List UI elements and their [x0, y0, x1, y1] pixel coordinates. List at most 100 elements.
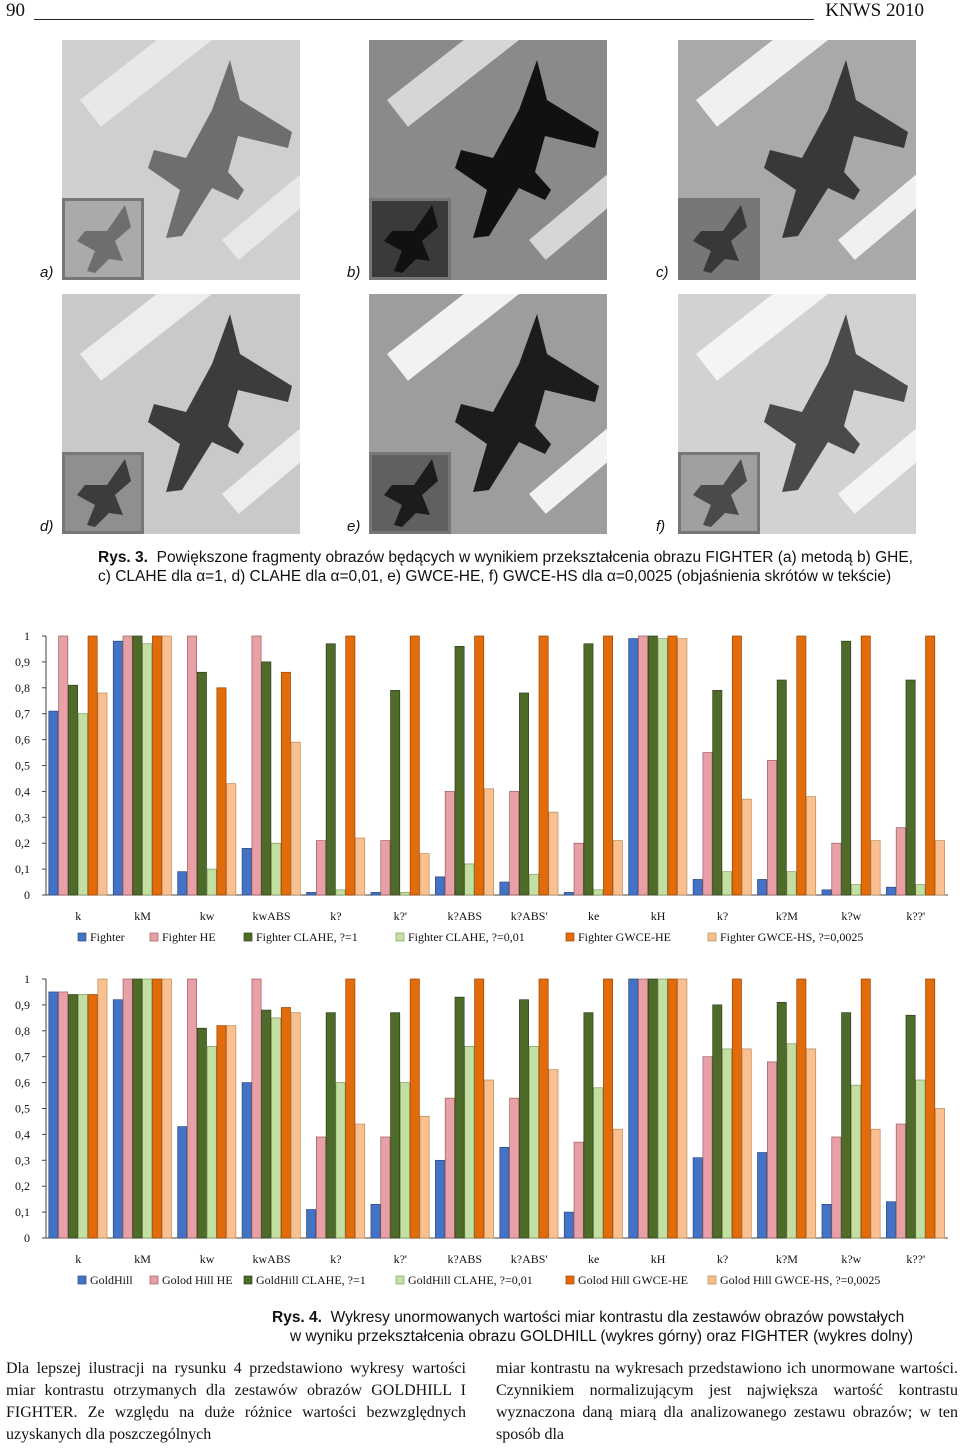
bar	[390, 690, 401, 896]
bar	[796, 978, 807, 1239]
bar	[187, 978, 198, 1239]
bar	[712, 690, 723, 896]
fighter-jet-icon	[148, 314, 292, 492]
legend-label: Golod Hill GWCE-HE	[578, 1273, 688, 1287]
legend-swatch	[77, 932, 87, 942]
bar	[860, 635, 871, 896]
figure-3-caption-line-1: Powiększone fragmenty obrazów będących w…	[156, 549, 913, 566]
bar	[935, 840, 945, 896]
x-tick-label: k?	[330, 1252, 341, 1266]
photo-zoom-inset	[678, 198, 760, 280]
inset-jet-icon	[77, 459, 131, 527]
x-tick-label: ke	[588, 909, 599, 923]
bar	[831, 842, 842, 896]
photo-panel	[678, 294, 916, 534]
bar	[77, 713, 88, 896]
photo-panel	[62, 294, 300, 534]
figure-3-caption-label: Rys. 3.	[98, 549, 148, 566]
bar	[519, 692, 529, 896]
bar	[612, 1128, 623, 1239]
legend-label: GoldHill	[90, 1273, 133, 1287]
bar	[593, 889, 604, 896]
bar	[435, 1159, 445, 1239]
bar	[370, 892, 381, 896]
bar	[821, 1203, 832, 1239]
bar	[870, 840, 881, 896]
bar	[474, 635, 485, 896]
bar	[355, 1123, 366, 1239]
bar	[796, 635, 807, 896]
photo-zoom-inset	[62, 452, 144, 534]
figure-4-caption: Rys. 4. Wykresy unormowanych wartości mi…	[272, 1308, 952, 1346]
bar	[519, 999, 529, 1239]
bar	[122, 978, 133, 1239]
y-tick-label: 0,6	[15, 733, 30, 747]
bar	[325, 643, 336, 896]
bar	[335, 889, 346, 896]
x-tick-label: kH	[651, 1252, 666, 1266]
bar	[261, 1009, 272, 1239]
photo-label: e)	[347, 518, 361, 535]
bar	[831, 1136, 842, 1239]
inset-jet-shape	[693, 205, 747, 273]
bar	[419, 1115, 430, 1239]
bar	[315, 840, 326, 896]
bar	[647, 635, 658, 896]
y-tick-label: 1	[24, 972, 30, 986]
bar	[142, 978, 153, 1239]
bar	[409, 978, 420, 1239]
bar	[280, 671, 291, 896]
y-tick-label: 0,9	[15, 998, 30, 1012]
bar	[484, 1079, 494, 1239]
legend-swatch	[77, 1275, 87, 1285]
legend-swatch	[149, 932, 159, 942]
bar	[925, 978, 936, 1239]
legend-label: Golod Hill GWCE-HS, ?=0,0025	[720, 1273, 880, 1287]
inset-jet-shape	[693, 459, 747, 527]
bar	[776, 1001, 787, 1239]
chart-top: 0 0,1 0,2 0,3 0,4 0,5 0,6 0,7 0,8 0,9 1 k kM kw kwABS k…	[15, 629, 948, 944]
bar	[528, 873, 539, 896]
bar	[612, 840, 623, 896]
bar	[677, 978, 688, 1239]
bar	[355, 837, 366, 896]
fighter-jet-shape	[764, 60, 908, 238]
bar	[573, 1141, 584, 1239]
bar	[241, 1082, 252, 1239]
legend-label: Fighter	[90, 930, 125, 944]
bar	[290, 1012, 301, 1239]
bar	[132, 978, 143, 1239]
y-tick-label: 0	[24, 1231, 30, 1245]
y-tick-label: 0,3	[15, 1153, 30, 1167]
bar	[271, 842, 282, 896]
bar	[860, 978, 871, 1239]
figure-4-caption-line-1: Wykresy unormowanych wartości miar kontr…	[330, 1309, 905, 1326]
bar	[702, 752, 713, 896]
legend-label: Fighter GWCE-HS, ?=0,0025	[720, 930, 863, 944]
bar	[741, 798, 752, 896]
bar	[390, 1012, 401, 1239]
y-tick-label: 0,8	[15, 681, 30, 695]
bar	[161, 978, 172, 1239]
bar	[271, 1017, 282, 1239]
figure-3-caption-line-2: c) CLAHE dla α=1, d) CLAHE dla α=0,01, e…	[98, 568, 892, 585]
legend-label: GoldHill CLAHE, ?=0,01	[408, 1273, 533, 1287]
bar	[454, 996, 465, 1239]
bar	[603, 635, 613, 896]
bar	[806, 796, 817, 896]
x-tick-label: k?	[717, 1252, 728, 1266]
fighter-jet-shape	[148, 60, 292, 238]
body-text-right: miar kontrastu na wykresach przedstawion…	[496, 1360, 958, 1443]
bar	[97, 692, 108, 896]
bar	[206, 868, 217, 896]
figure-4-caption-line-2: w wyniku przekształcenia obrazu GOLDHILL…	[290, 1328, 914, 1345]
bar	[851, 884, 861, 896]
bar	[484, 788, 494, 896]
bar	[741, 1048, 752, 1239]
x-tick-label: k?ABS'	[511, 1252, 548, 1266]
bar	[628, 638, 639, 896]
figure-4-caption-label: Rys. 4.	[272, 1309, 322, 1326]
bar	[573, 842, 584, 896]
photo-panel	[369, 294, 607, 534]
x-tick-label: kwABS	[252, 1252, 290, 1266]
